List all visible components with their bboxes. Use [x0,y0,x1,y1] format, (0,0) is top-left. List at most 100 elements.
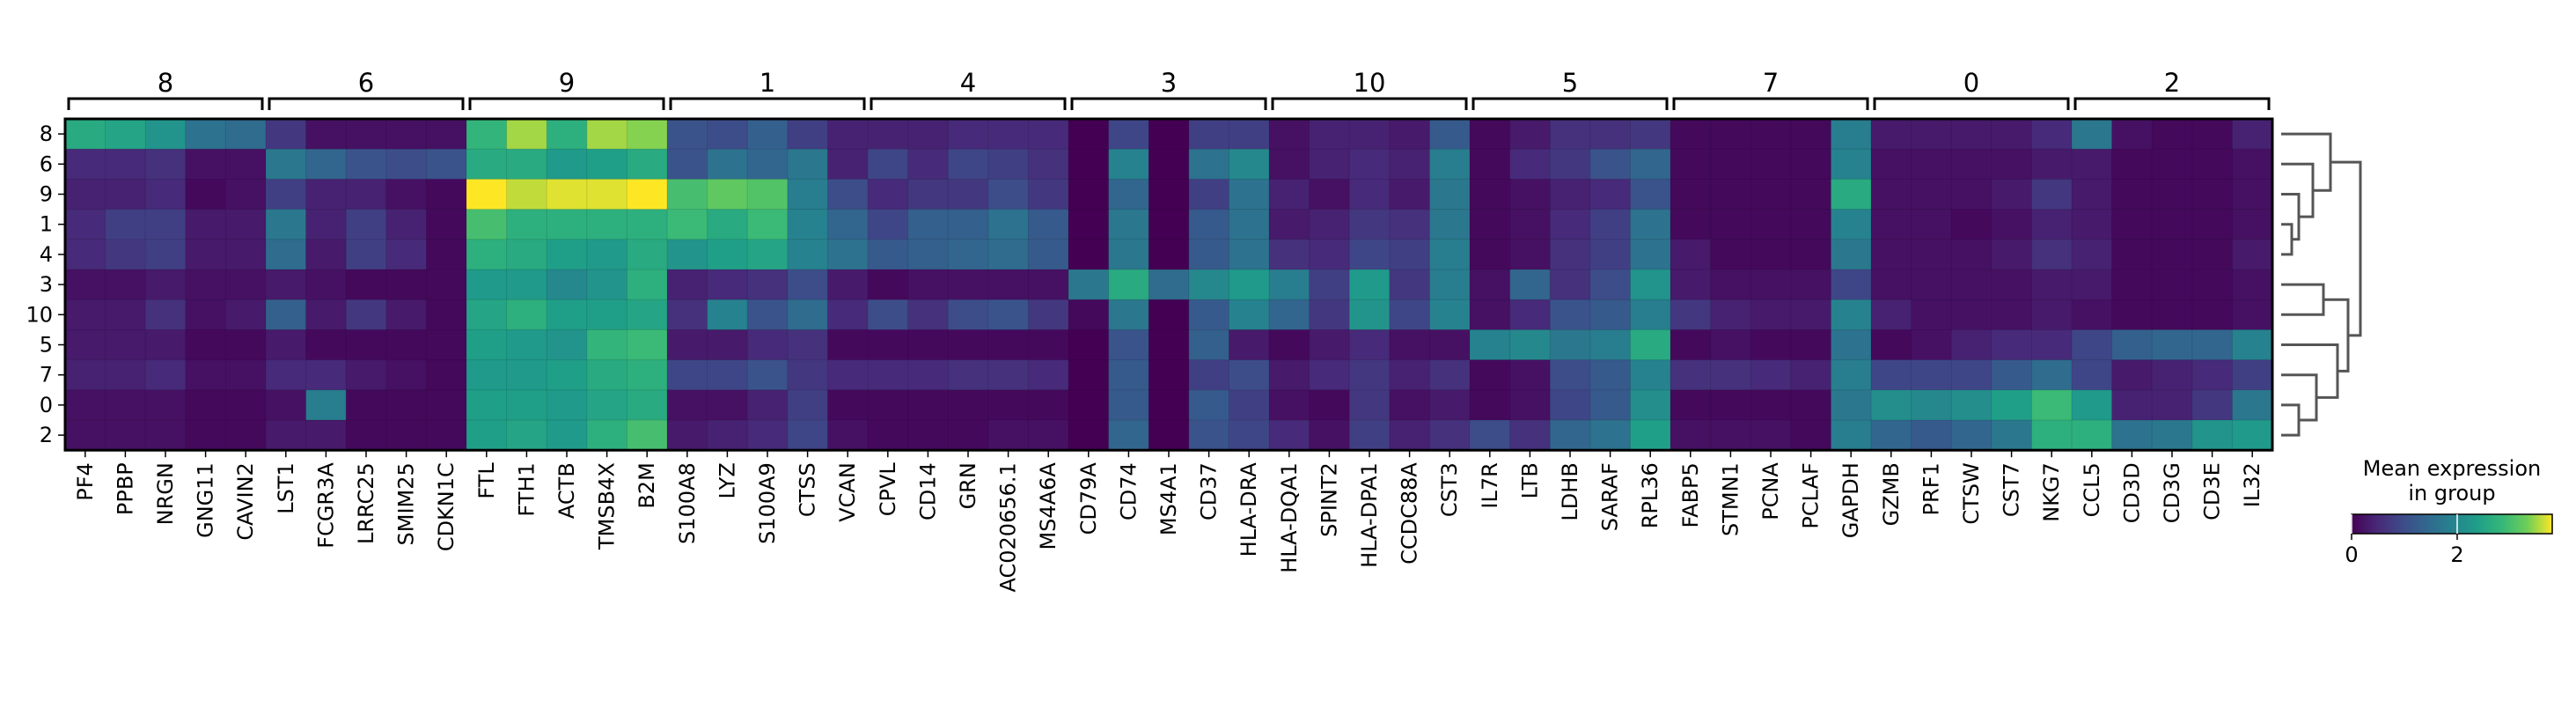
heatmap-cell [1991,179,2032,210]
heatmap-cell [1509,389,1551,421]
heatmap-cell [948,329,989,360]
heatmap-cell [1309,329,1350,360]
heatmap-cell [225,119,267,150]
heatmap-cell [1951,179,1993,210]
heatmap-cell [868,299,908,330]
heatmap-cell [1269,209,1310,240]
heatmap-cell [1951,299,1993,330]
heatmap-cell [466,149,507,180]
heatmap-cell [305,329,347,360]
heatmap-cell [667,119,708,150]
heatmap-cell [1149,209,1190,240]
heatmap-cell [1550,239,1591,270]
heatmap-cell [466,359,507,391]
heatmap-cell [385,359,427,391]
heatmap-cell [346,389,387,421]
heatmap-cell [1389,329,1430,360]
heatmap-cell [1028,149,1069,180]
heatmap-cell [1630,299,1671,330]
heatmap-cell [145,299,187,330]
heatmap-cell [65,299,106,330]
gene-label: FABP5 [1678,462,1703,528]
heatmap-cell [1149,119,1190,150]
gene-label: S100A8 [675,462,700,544]
heatmap-cell [667,329,708,360]
heatmap-cell [1790,420,1831,451]
heatmap-cell [987,209,1029,240]
heatmap-cell [1670,359,1711,391]
heatmap-cell [346,269,387,300]
heatmap-cell [787,269,828,300]
heatmap-cell [1349,209,1391,240]
heatmap-cell [266,179,306,210]
heatmap-cell [1229,420,1270,451]
dendrogram-branch [2281,223,2293,256]
heatmap-cell [1149,239,1190,270]
heatmap-cell [225,389,267,421]
heatmap-cell [1309,269,1350,300]
heatmap-cell [1871,239,1912,270]
heatmap-cell [1068,329,1109,360]
heatmap-cell [266,269,306,300]
heatmap-cell [1630,329,1671,360]
row-label: 5 [40,333,53,358]
heatmap-cell [547,389,588,421]
gene-label: S100A9 [755,462,780,544]
heatmap-cell [1710,209,1751,240]
heatmap-cell [1991,359,2032,391]
heatmap-cell [506,269,547,300]
heatmap-cell [105,149,146,180]
heatmap-cell [426,299,467,330]
heatmap-cell [667,149,708,180]
heatmap-cell [1790,389,1831,421]
heatmap-cell [787,239,828,270]
heatmap-cell [105,329,146,360]
row-label: 8 [40,122,53,146]
heatmap-cell [506,420,547,451]
heatmap-cell [1589,389,1631,421]
heatmap-cell [145,329,187,360]
heatmap-cell [1188,359,1229,391]
heatmap-cell [466,179,507,210]
heatmap-cell [707,299,748,330]
heatmap-cell [1589,179,1631,210]
gene-label: LST1 [274,462,298,514]
heatmap-cell [1991,269,2032,300]
gene-label: NKG7 [2039,462,2064,522]
heatmap-cell [1670,329,1711,360]
heatmap-cell [385,149,427,180]
heatmap-cell [1991,239,2032,270]
heatmap-cell [1108,329,1149,360]
heatmap-cell [65,389,106,421]
heatmap-cell [667,420,708,451]
heatmap-cell [2111,179,2153,210]
heatmap-cell [346,119,387,150]
heatmap-cell [266,299,306,330]
heatmap-cell [1509,239,1551,270]
gene-label: CDKN1C [434,462,459,551]
gene-label: PRF1 [1919,462,1943,515]
heatmap-cell [868,119,908,150]
heatmap-cell [2191,209,2233,240]
heatmap-cell [1589,299,1631,330]
heatmap-cell [1188,239,1229,270]
heatmap-cell [1670,209,1711,240]
heatmap-cell [827,420,869,451]
heatmap-cell [466,389,507,421]
heatmap-cell [426,149,467,180]
heatmap-cell [1911,269,1952,300]
heatmap-cell [1068,209,1109,240]
heatmap-cell [1790,269,1831,300]
heatmap-cell [1750,359,1792,391]
heatmap-cell [747,389,789,421]
heatmap-cell [225,269,267,300]
heatmap-cell [1188,149,1229,180]
heatmap-cell [1790,239,1831,270]
heatmap-cell [346,239,387,270]
heatmap-cell [1911,420,1952,451]
heatmap-cell [667,269,708,300]
heatmap-cell [1831,359,1872,391]
gene-label: ACTB [554,462,579,519]
heatmap-cell [1149,299,1190,330]
gene-label: IL7R [1478,462,1502,508]
